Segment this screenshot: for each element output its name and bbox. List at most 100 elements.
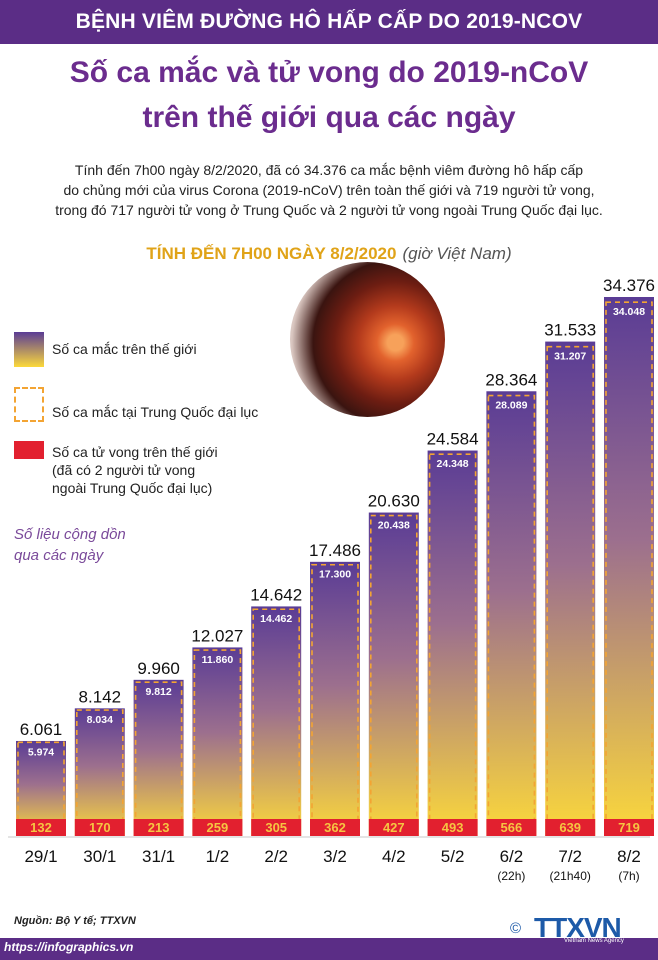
legend-label-death: Số ca tử vong trên thế giới (đã có 2 ngư… [52, 443, 218, 497]
label-china: 9.812 [145, 686, 171, 698]
label-world: 20.630 [368, 492, 420, 511]
bar-death [251, 819, 302, 836]
x-tick-label: 8/2 [617, 847, 641, 866]
label-death: 170 [89, 820, 111, 835]
footer-url[interactable]: https://infographics.vn [4, 940, 134, 954]
x-tick-label: 1/2 [206, 847, 230, 866]
bar-china [546, 345, 595, 835]
bar-death [427, 819, 478, 836]
label-death: 362 [324, 820, 346, 835]
intro-paragraph: Tính đến 7h00 ngày 8/2/2020, đã có 34.37… [20, 160, 638, 220]
label-china: 34.048 [613, 306, 645, 318]
label-china: 20.438 [378, 520, 410, 532]
bar-death [192, 819, 243, 836]
label-death: 427 [383, 820, 405, 835]
bar-china [605, 301, 653, 835]
x-tick-label: 30/1 [83, 847, 116, 866]
label-china: 5.974 [28, 746, 54, 758]
x-tick-label: 3/2 [323, 847, 347, 866]
label-world: 17.486 [309, 541, 361, 560]
bar-world [251, 606, 302, 836]
label-china: 31.207 [554, 351, 586, 363]
label-china: 28.089 [495, 400, 527, 412]
label-world: 34.376 [603, 276, 655, 295]
bar-world [74, 708, 125, 836]
label-death: 639 [559, 820, 581, 835]
label-china: 24.348 [437, 458, 469, 470]
bar-death [604, 819, 654, 836]
subtitle-note: (giờ Việt Nam) [402, 244, 512, 263]
chart-subtitle: TÍNH ĐẾN 7H00 NGÀY 8/2/2020 (giờ Việt Nam… [0, 244, 658, 264]
x-tick-label: 2/2 [264, 847, 288, 866]
bar-china [17, 741, 65, 835]
page-title-line2: trên thế giới qua các ngày [142, 101, 516, 134]
legend-label-world: Số ca mắc trên thế giới [52, 341, 197, 357]
bar-china [311, 563, 359, 835]
x-tick-note: (21h40) [550, 869, 591, 883]
label-china: 14.462 [260, 613, 292, 625]
cumulative-note: Số liệu cộng dồn qua các ngày [14, 524, 174, 566]
copyright-symbol: © [510, 920, 522, 937]
label-death: 566 [501, 820, 523, 835]
bar-china [428, 453, 477, 835]
x-tick-label: 4/2 [382, 847, 406, 866]
bar-world [310, 561, 360, 836]
label-world: 8.142 [79, 687, 122, 706]
label-death: 305 [265, 820, 287, 835]
note-line1: Số liệu cộng dồn [14, 526, 126, 543]
bar-china [252, 608, 300, 835]
label-world: 12.027 [191, 626, 243, 645]
bar-death [133, 819, 184, 836]
label-death: 719 [618, 820, 640, 835]
label-death: 213 [148, 820, 170, 835]
label-china: 11.860 [202, 654, 234, 666]
subtitle-text: TÍNH ĐẾN 7H00 NGÀY 8/2/2020 [146, 244, 397, 263]
bar-world [368, 512, 419, 836]
bar-world [545, 341, 596, 836]
x-tick-note: (7h) [618, 869, 639, 883]
bar-death [310, 819, 360, 836]
x-tick-label: 6/2 [500, 847, 524, 866]
bar-death [545, 819, 596, 836]
legend-swatch-world [14, 332, 44, 367]
bar-world [427, 450, 478, 836]
intro-line-1: Tính đến 7h00 ngày 8/2/2020, đã có 34.37… [74, 162, 584, 178]
legend-swatch-china [14, 387, 44, 422]
label-world: 24.584 [427, 430, 479, 449]
label-china: 17.300 [319, 569, 351, 581]
page-title: Số ca mắc và tử vong do 2019-nCoV [69, 56, 589, 89]
label-china: 8.034 [87, 714, 113, 726]
legend-swatch-death [14, 441, 44, 459]
x-tick-label: 7/2 [558, 847, 582, 866]
bar-world [192, 647, 243, 836]
bar-death [486, 819, 537, 836]
x-tick-label: 29/1 [24, 847, 57, 866]
legend-label-china: Số ca mắc tại Trung Quốc đại lục [52, 404, 259, 420]
x-tick-label: 31/1 [142, 847, 175, 866]
note-line2: qua các ngày [14, 547, 104, 564]
legend-death-line3: ngoài Trung Quốc đại lục) [52, 480, 213, 496]
intro-line-3: trong đó 717 người tử vong ở Trung Quốc … [55, 202, 603, 218]
label-world: 6.061 [20, 720, 63, 739]
legend-death-line1: Số ca tử vong trên thế giới [52, 444, 218, 460]
x-tick-note: (22h) [497, 869, 525, 883]
bar-world [604, 297, 654, 836]
label-death: 259 [207, 820, 229, 835]
logo-subtitle: Vietnam News Agency [564, 938, 624, 944]
footer-bar [0, 938, 658, 960]
x-tick-label: 5/2 [441, 847, 465, 866]
label-world: 14.642 [250, 585, 302, 604]
label-world: 9.960 [137, 659, 180, 678]
virus-illustration [290, 262, 445, 417]
intro-line-2: do chủng mới của virus Corona (2019-nCoV… [63, 182, 595, 198]
label-death: 493 [442, 820, 464, 835]
legend-death-line2: (đã có 2 người tử vong [52, 462, 196, 478]
bar-death [16, 819, 66, 836]
bar-death [74, 819, 125, 836]
top-banner: BỆNH VIÊM ĐƯỜNG HÔ HẤP CẤP DO 2019-NCOV [0, 0, 658, 44]
bar-world [133, 679, 184, 836]
label-world: 31.533 [544, 321, 596, 340]
ttxvn-logo: TTXVN [534, 912, 622, 943]
source-note: Nguồn: Bộ Y tế; TTXVN [14, 915, 136, 927]
